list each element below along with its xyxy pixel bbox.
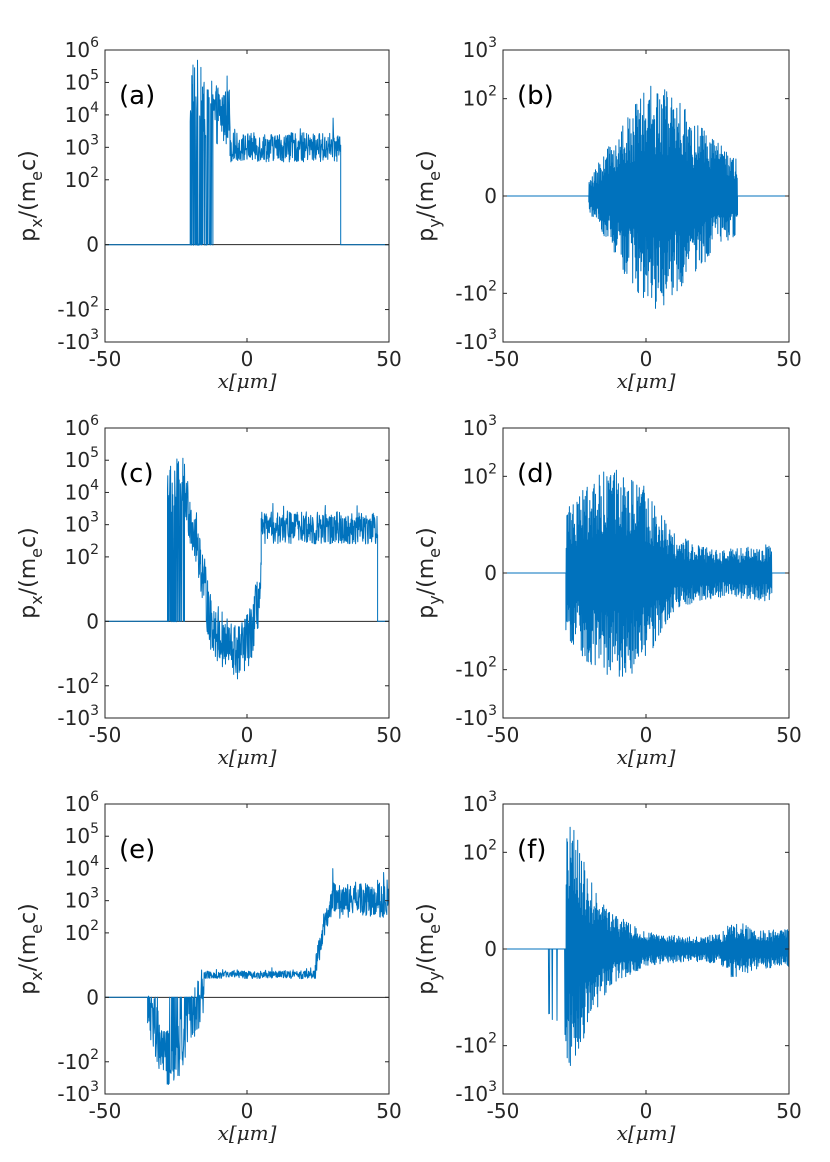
y-tick-label: 104 [65, 100, 99, 127]
panel-e: -50 0 50 106 105 104 103 102 0 -102 -103 (e) x[μm] px… [16, 789, 402, 1145]
y-tick-label: 103 [65, 132, 99, 159]
panel-label: (e) [119, 835, 155, 865]
y-tick-label: 105 [65, 67, 99, 94]
y-tick-label: 103 [463, 35, 497, 62]
x-axis-label: x[μm] [218, 745, 277, 769]
y-tick-label: 102 [65, 542, 99, 569]
y-tick-label: -102 [57, 1047, 99, 1074]
x-axis-label: x[μm] [617, 1121, 676, 1145]
y-tick-label: 106 [65, 35, 99, 62]
data-series-line [105, 868, 389, 1085]
panel-label: (f) [517, 835, 546, 865]
y-tick-label: 104 [65, 477, 99, 504]
y-tick-label: 105 [65, 445, 99, 472]
panel-c: -50 0 50 106 105 104 103 102 0 -102 -103 (c) x[μm] px… [16, 413, 402, 769]
y-axis-label: py/(mec) [414, 527, 444, 618]
y-tick-label: -103 [455, 703, 497, 730]
y-tick-label: -103 [57, 1079, 99, 1106]
x-tick-label: -50 [487, 347, 520, 371]
x-tick-label: 50 [776, 1099, 801, 1123]
y-tick-label: 103 [65, 510, 99, 537]
y-axis-label: py/(mec) [414, 903, 444, 994]
panel-label: (d) [517, 459, 554, 489]
x-tick-label: -50 [89, 347, 122, 371]
x-tick-label: -50 [89, 723, 122, 747]
panel-label: (c) [119, 459, 154, 489]
y-tick-label: -103 [455, 1079, 497, 1106]
data-series-line [503, 469, 789, 677]
data-series-line [105, 457, 389, 680]
x-tick-label: 50 [376, 1099, 401, 1123]
x-tick-label: 50 [776, 723, 801, 747]
y-axis-label: px/(mec) [16, 527, 46, 618]
x-tick-label: 0 [241, 1099, 254, 1123]
y-tick-label: 102 [65, 918, 99, 945]
y-tick-label: 103 [463, 413, 497, 440]
x-tick-label: 50 [376, 347, 401, 371]
y-tick-label: 105 [65, 821, 99, 848]
x-tick-label: -50 [487, 1099, 520, 1123]
panel-b: -50 0 50 103 102 0 -102 -103 (b) x[μm] py/(mec) [414, 35, 802, 393]
y-axis-label: px/(mec) [16, 150, 46, 241]
x-axis-label: x[μm] [617, 745, 676, 769]
y-tick-label: -102 [57, 295, 99, 322]
x-tick-label: 50 [376, 723, 401, 747]
y-axis-label: px/(mec) [16, 903, 46, 994]
panel-a: -50 0 50 106 105 104 103 102 0 -102 -103 (a) x[μm] px… [16, 35, 402, 393]
x-tick-label: -50 [487, 723, 520, 747]
x-tick-label: 0 [241, 723, 254, 747]
panel-label: (b) [517, 81, 554, 111]
y-tick-label: 0 [86, 233, 99, 257]
panel-d: -50 0 50 103 102 0 -102 -103 (d) x[μm] py/(mec) [414, 413, 802, 769]
data-series-line [503, 826, 789, 1066]
y-tick-label: 106 [65, 413, 99, 440]
x-tick-label: 0 [640, 347, 653, 371]
y-tick-label: 102 [463, 461, 497, 488]
data-series-line [503, 85, 789, 309]
y-tick-label: -102 [455, 278, 497, 305]
x-tick-label: -50 [89, 1099, 122, 1123]
data-series-line [105, 59, 389, 246]
x-tick-label: 0 [241, 347, 254, 371]
y-tick-label: -103 [57, 703, 99, 730]
y-tick-label: -102 [57, 671, 99, 698]
x-axis-label: x[μm] [218, 369, 277, 393]
y-tick-label: 102 [463, 837, 497, 864]
x-axis-label: x[μm] [617, 369, 676, 393]
y-tick-label: -103 [455, 327, 497, 354]
y-axis-label: py/(mec) [414, 150, 444, 241]
y-tick-label: 0 [484, 937, 497, 961]
y-tick-label: 0 [86, 985, 99, 1009]
y-tick-label: 103 [463, 789, 497, 816]
y-tick-label: 102 [65, 165, 99, 192]
y-tick-label: 0 [86, 609, 99, 633]
y-tick-label: -102 [455, 655, 497, 682]
y-tick-label: 0 [484, 561, 497, 585]
y-tick-label: 0 [484, 184, 497, 208]
x-tick-label: 0 [640, 1099, 653, 1123]
y-tick-label: -102 [455, 1031, 497, 1058]
x-tick-label: 50 [776, 347, 801, 371]
y-tick-label: 103 [65, 886, 99, 913]
x-axis-label: x[μm] [218, 1121, 277, 1145]
y-tick-label: -103 [57, 327, 99, 354]
y-tick-label: 102 [463, 84, 497, 111]
panel-label: (a) [119, 81, 155, 111]
y-tick-label: 104 [65, 853, 99, 880]
y-tick-label: 106 [65, 789, 99, 816]
panel-f: -50 0 50 103 102 0 -102 -103 (f) x[μm] py/(mec) [414, 789, 802, 1145]
x-tick-label: 0 [640, 723, 653, 747]
